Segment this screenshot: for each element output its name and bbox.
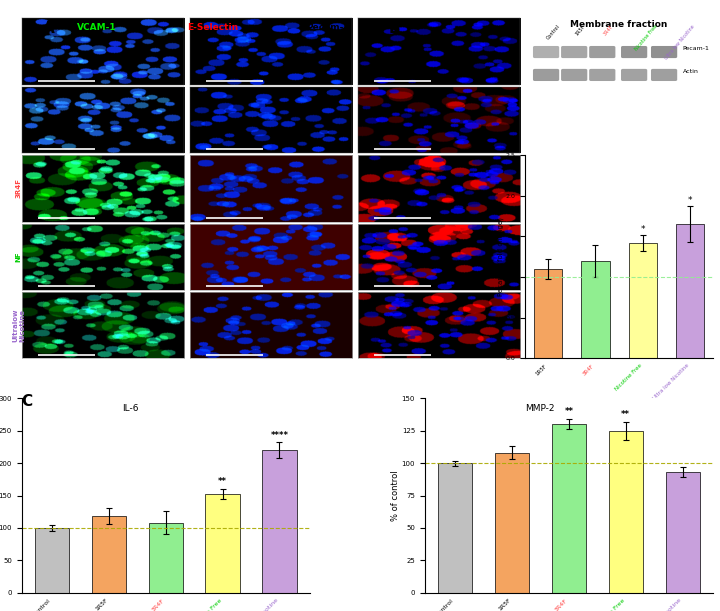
Text: **: ** xyxy=(564,408,573,416)
Text: C: C xyxy=(22,394,32,409)
FancyBboxPatch shape xyxy=(533,69,559,81)
Text: Pecam-1: Pecam-1 xyxy=(306,23,349,32)
Text: **: ** xyxy=(218,477,227,486)
Text: *: * xyxy=(688,196,693,205)
Y-axis label: Pecam-1 (fold change): Pecam-1 (fold change) xyxy=(498,218,505,296)
Bar xyxy=(205,494,240,593)
Text: B: B xyxy=(389,21,400,37)
FancyBboxPatch shape xyxy=(589,46,616,58)
Bar xyxy=(35,528,69,593)
Bar xyxy=(552,424,586,593)
Bar xyxy=(262,450,297,593)
Text: 1R5F: 1R5F xyxy=(574,24,586,37)
Y-axis label: % of control: % of control xyxy=(391,470,400,521)
Y-axis label: Ultralow
Nicotine: Ultralow Nicotine xyxy=(12,309,25,342)
Y-axis label: 1R5F: 1R5F xyxy=(16,111,22,129)
Y-axis label: 3R4F: 3R4F xyxy=(16,178,22,199)
Bar xyxy=(495,453,529,593)
Text: Actin: Actin xyxy=(683,68,698,73)
Text: Control: Control xyxy=(546,24,562,40)
FancyBboxPatch shape xyxy=(533,46,559,58)
Y-axis label: Control: Control xyxy=(16,39,22,64)
Text: Nicotine Free: Nicotine Free xyxy=(634,24,659,51)
Text: E-Selectin: E-Selectin xyxy=(186,23,238,32)
Text: ****: **** xyxy=(271,431,289,439)
Bar xyxy=(676,224,704,358)
Bar xyxy=(629,243,657,358)
FancyBboxPatch shape xyxy=(651,46,678,58)
Bar xyxy=(665,472,700,593)
Text: VCAM-1: VCAM-1 xyxy=(77,23,117,32)
Bar xyxy=(438,463,472,593)
Text: Ultra low Nicotine: Ultra low Nicotine xyxy=(664,24,696,60)
Bar xyxy=(534,269,562,358)
FancyBboxPatch shape xyxy=(561,69,588,81)
FancyBboxPatch shape xyxy=(589,69,616,81)
Text: Pecam-1: Pecam-1 xyxy=(683,46,710,51)
Text: IL-6: IL-6 xyxy=(122,404,139,413)
Text: *: * xyxy=(641,224,645,233)
FancyBboxPatch shape xyxy=(561,46,588,58)
Text: MMP-2: MMP-2 xyxy=(526,404,555,413)
Text: 3R4F: 3R4F xyxy=(602,24,614,37)
Bar xyxy=(608,431,643,593)
FancyBboxPatch shape xyxy=(621,46,647,58)
Bar xyxy=(91,516,126,593)
Y-axis label: NF: NF xyxy=(16,251,22,262)
Text: **: ** xyxy=(621,410,630,419)
Text: Membrane fraction: Membrane fraction xyxy=(570,20,668,29)
Bar xyxy=(148,523,183,593)
FancyBboxPatch shape xyxy=(651,69,678,81)
Text: A: A xyxy=(43,21,55,37)
FancyBboxPatch shape xyxy=(621,69,647,81)
Bar xyxy=(581,261,610,358)
